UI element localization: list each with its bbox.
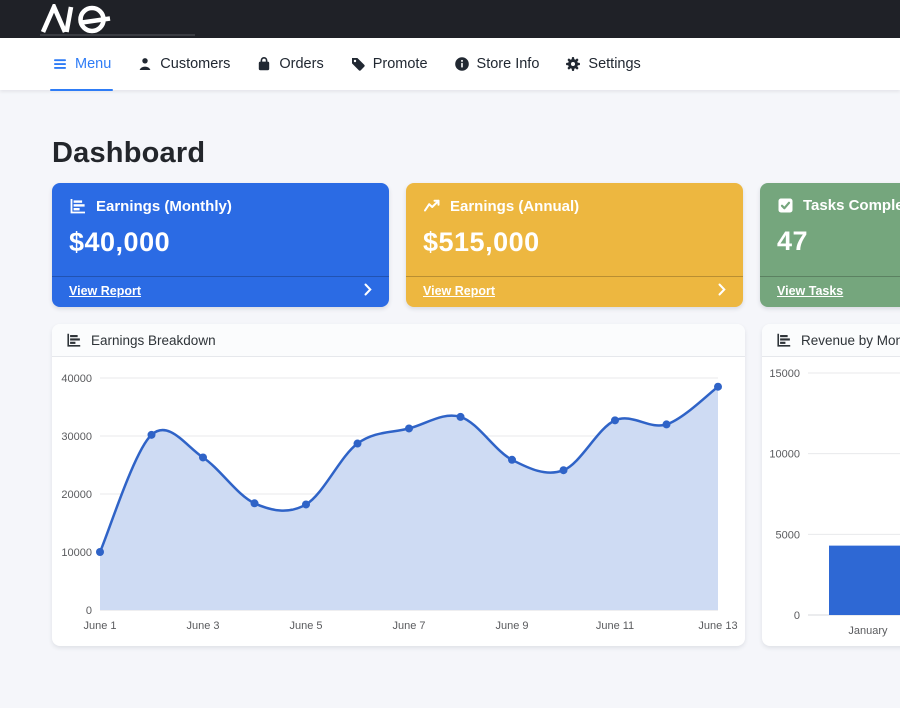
card-value: $40,000	[69, 227, 171, 257]
check-square-icon	[777, 197, 794, 214]
svg-text:10000: 10000	[769, 449, 800, 461]
line-chart: 0 10000 20000 30000 40000 June 1 June 3 June 5 J…	[52, 357, 745, 645]
nav-item-label: Orders	[279, 56, 324, 72]
user-icon	[137, 56, 153, 72]
hamburger-icon	[52, 56, 68, 72]
chevron-right-icon[interactable]	[718, 283, 726, 299]
chart-bar-icon	[69, 197, 87, 215]
svg-text:40000: 40000	[61, 373, 92, 385]
svg-text:20000: 20000	[61, 489, 92, 501]
nav-item-label: Menu	[75, 56, 112, 72]
info-icon	[454, 56, 470, 72]
bag-icon	[256, 56, 272, 72]
svg-text:June 11: June 11	[596, 620, 634, 632]
tasks-completed-card: Tasks Completed 47 View Tasks	[760, 183, 900, 307]
page-title: Dashboard	[52, 137, 206, 169]
nav-item-menu[interactable]: Menu	[49, 38, 114, 91]
card-footer: View Tasks	[760, 276, 900, 307]
nav-item-promote[interactable]: Promote	[350, 38, 428, 90]
svg-text:0: 0	[86, 605, 92, 617]
view-report-link[interactable]: View Report	[423, 284, 496, 298]
revenue-by-month-card: Revenue by Month 0 5000 10000 15000 January	[762, 324, 900, 646]
chart-line-icon	[423, 197, 441, 215]
svg-text:June 9: June 9	[495, 620, 528, 632]
chart-bar-icon	[66, 332, 82, 348]
svg-text:0: 0	[794, 610, 800, 622]
logo-underline	[40, 34, 195, 36]
tag-icon	[350, 56, 366, 72]
chevron-right-icon[interactable]	[364, 283, 372, 299]
card-value: 47	[777, 226, 809, 256]
svg-text:5000: 5000	[776, 529, 800, 541]
earnings-breakdown-card: Earnings Breakdown 0 10000 20000 30000 40000…	[52, 324, 745, 646]
card-value: $515,000	[423, 227, 540, 257]
svg-text:June 5: June 5	[289, 620, 322, 632]
svg-text:30000: 30000	[61, 431, 92, 443]
main-nav: Menu Customers Orders Promote	[0, 38, 900, 91]
card-header: Tasks Completed	[760, 183, 900, 214]
nav-item-label: Promote	[372, 56, 428, 72]
nav-item-label: Store Info	[476, 56, 540, 72]
svg-text:June 3: June 3	[186, 620, 219, 632]
card-footer: View Report	[52, 276, 389, 307]
card-title: Tasks Completed	[803, 197, 900, 214]
brand-logo-icon[interactable]	[40, 1, 124, 39]
earnings-monthly-card: Earnings (Monthly) $40,000 View Report	[52, 183, 389, 307]
chart-title: Revenue by Month	[801, 332, 900, 348]
nav-item-store-info[interactable]: Store Info	[454, 38, 540, 90]
card-header: Earnings (Annual)	[406, 183, 743, 215]
earnings-annual-card: Earnings (Annual) $515,000 View Report	[406, 183, 743, 307]
chart-card-header: Earnings Breakdown	[52, 324, 745, 357]
chart-bar-icon	[776, 332, 792, 348]
svg-text:June 1: June 1	[83, 620, 116, 632]
gear-icon	[565, 56, 581, 72]
view-report-link[interactable]: View Report	[69, 284, 142, 298]
svg-text:10000: 10000	[61, 547, 92, 559]
summary-cards-row: Earnings (Monthly) $40,000 View Report E…	[52, 183, 900, 307]
chart-title: Earnings Breakdown	[91, 332, 216, 348]
nav-item-orders[interactable]: Orders	[256, 38, 324, 90]
svg-text:June 7: June 7	[392, 620, 425, 632]
card-title: Earnings (Annual)	[450, 197, 580, 215]
dashboard-page: Dashboard Earnings (Monthly) $40,000	[0, 90, 900, 646]
chart-card-header: Revenue by Month	[762, 324, 900, 357]
top-app-bar	[0, 0, 900, 38]
nav-item-label: Settings	[588, 56, 641, 72]
view-tasks-link[interactable]: View Tasks	[777, 284, 844, 298]
card-title: Earnings (Monthly)	[96, 197, 232, 215]
nav-item-label: Customers	[160, 56, 231, 72]
bar-chart: 0 5000 10000 15000 January	[762, 357, 900, 645]
card-footer: View Report	[406, 276, 743, 307]
svg-text:June 13: June 13	[698, 620, 737, 632]
charts-row: Earnings Breakdown 0 10000 20000 30000 40000…	[52, 324, 900, 646]
card-header: Earnings (Monthly)	[52, 183, 389, 215]
nav-item-settings[interactable]: Settings	[565, 38, 641, 90]
nav-item-customers[interactable]: Customers	[137, 38, 230, 90]
svg-text:January: January	[848, 625, 888, 637]
svg-text:15000: 15000	[769, 368, 800, 380]
